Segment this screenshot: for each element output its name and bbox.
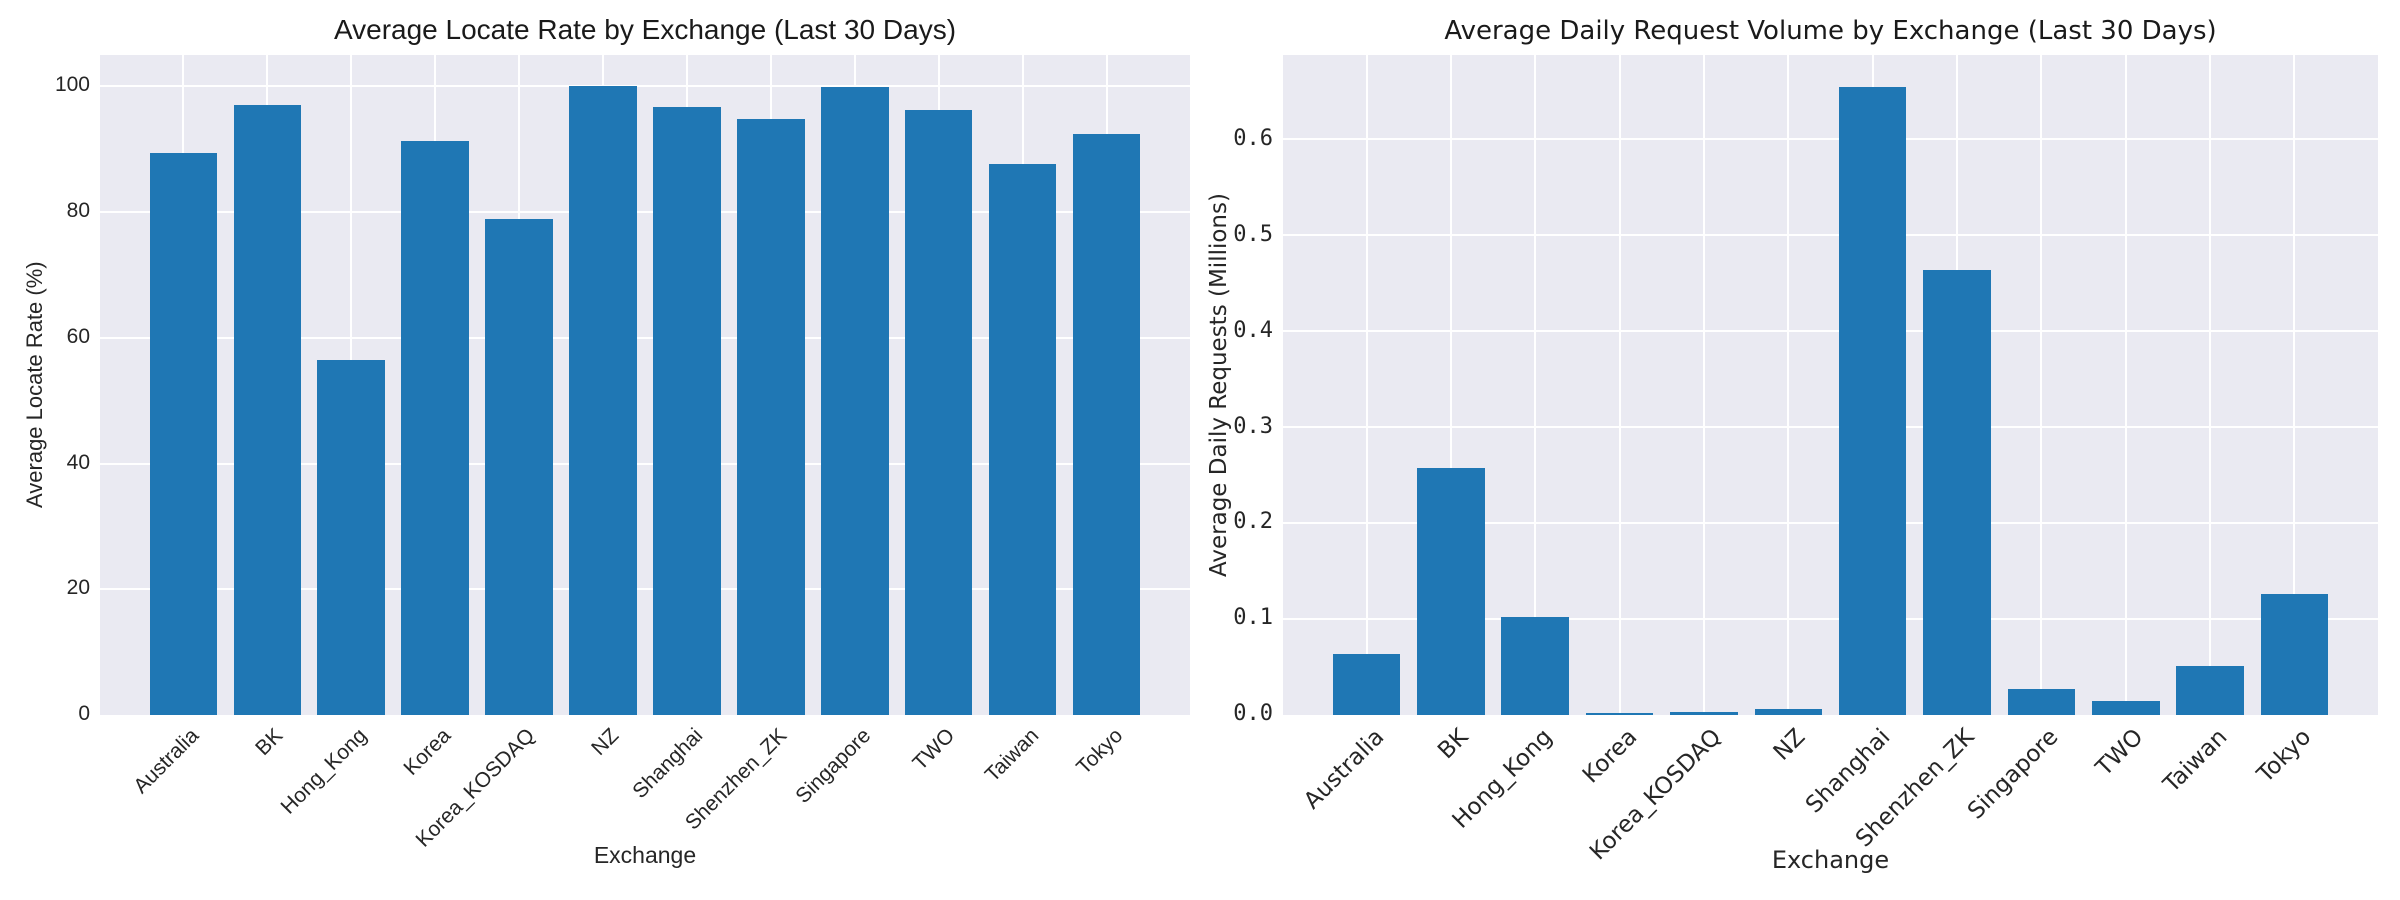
- x-tick-label: Tokyo: [2252, 724, 2317, 788]
- y-tick-label: 0.5: [1233, 221, 1273, 247]
- bar-NZ: [569, 86, 637, 715]
- x-tick-label: NZ: [1769, 724, 1811, 766]
- gridline-vertical: [1702, 55, 1705, 715]
- gridline-horizontal: [100, 211, 1190, 214]
- bar-Korea_KOSDAQ: [1670, 712, 1738, 715]
- bar-Australia: [1332, 653, 1401, 715]
- gridline-vertical: [2124, 55, 2127, 715]
- y-tick-label: 0.0: [1233, 701, 1273, 727]
- y-tick-label: 40: [66, 450, 90, 474]
- plot-area: [1283, 55, 2378, 715]
- chart-title: Average Locate Rate by Exchange (Last 30…: [333, 14, 957, 45]
- gridline-horizontal: [1283, 234, 2378, 237]
- gridline-horizontal: [1283, 522, 2378, 525]
- y-tick-label: 80: [66, 199, 90, 223]
- gridline-horizontal: [100, 85, 1190, 88]
- bar-Tokyo: [2260, 594, 2329, 715]
- bar-Singapore: [821, 87, 889, 715]
- bar-TWO: [2092, 700, 2160, 715]
- bar-Tokyo: [1073, 134, 1141, 715]
- chart-title: Average Daily Request Volume by Exchange…: [1444, 16, 2217, 46]
- x-tick-label: Australia: [1298, 724, 1389, 815]
- bar-Taiwan: [989, 163, 1057, 715]
- y-tick-label: 0: [78, 701, 90, 725]
- gridline-vertical: [1787, 55, 1790, 715]
- x-tick-label: Singapore: [1963, 724, 2064, 825]
- bar-Hong_Kong: [1501, 617, 1569, 715]
- bar-BK: [1417, 467, 1485, 715]
- bar-Shanghai: [653, 107, 721, 715]
- x-tick-label: Taiwan: [2158, 724, 2233, 798]
- bar-Korea: [1585, 713, 1654, 715]
- x-tick-label: TWO: [2090, 724, 2149, 782]
- y-tick-label: 100: [54, 73, 90, 97]
- gridline-vertical: [1365, 55, 1368, 715]
- gridline-vertical: [2293, 55, 2296, 715]
- y-tick-label: 0.3: [1233, 413, 1273, 439]
- bar-NZ: [1754, 709, 1823, 715]
- bar-Singapore: [2007, 689, 2076, 715]
- bar-Taiwan: [2176, 666, 2244, 715]
- bar-Shenzhen_ZK: [1923, 269, 1991, 715]
- gridline-vertical: [1449, 55, 1452, 715]
- plot-area: [100, 55, 1190, 715]
- gridline-horizontal: [100, 588, 1190, 591]
- gridline-horizontal: [1283, 618, 2378, 621]
- x-axis-label: Exchange: [1771, 846, 1890, 874]
- y-tick-label: 0.4: [1233, 317, 1273, 343]
- x-tick-label: Korea: [1577, 724, 1642, 789]
- gridline-vertical: [1618, 55, 1621, 715]
- bar-Australia: [149, 153, 217, 715]
- bar-Hong_Kong: [317, 359, 385, 715]
- gridline-vertical: [2209, 55, 2212, 715]
- gridline-vertical: [2040, 55, 2043, 715]
- bar-Korea_KOSDAQ: [485, 219, 553, 715]
- bar-TWO: [905, 109, 973, 715]
- bar-Shanghai: [1838, 86, 1907, 715]
- gridline-horizontal: [100, 336, 1190, 339]
- gridline-horizontal: [1283, 426, 2378, 429]
- y-tick-label: 20: [66, 576, 90, 600]
- gridline-horizontal: [1283, 330, 2378, 333]
- x-tick-label: BK: [1433, 724, 1474, 765]
- bar-Korea: [401, 140, 469, 715]
- bar-Shenzhen_ZK: [737, 119, 805, 715]
- y-tick-label: 0.2: [1233, 509, 1273, 535]
- gridline-horizontal: [1283, 138, 2378, 141]
- y-tick-label: 0.1: [1233, 605, 1273, 631]
- y-tick-label: 60: [66, 324, 90, 348]
- x-axis-label: Exchange: [593, 842, 697, 868]
- bar-BK: [233, 104, 301, 715]
- gridline-vertical: [1534, 55, 1537, 715]
- gridline-horizontal: [100, 462, 1190, 465]
- y-tick-label: 0.6: [1233, 125, 1273, 151]
